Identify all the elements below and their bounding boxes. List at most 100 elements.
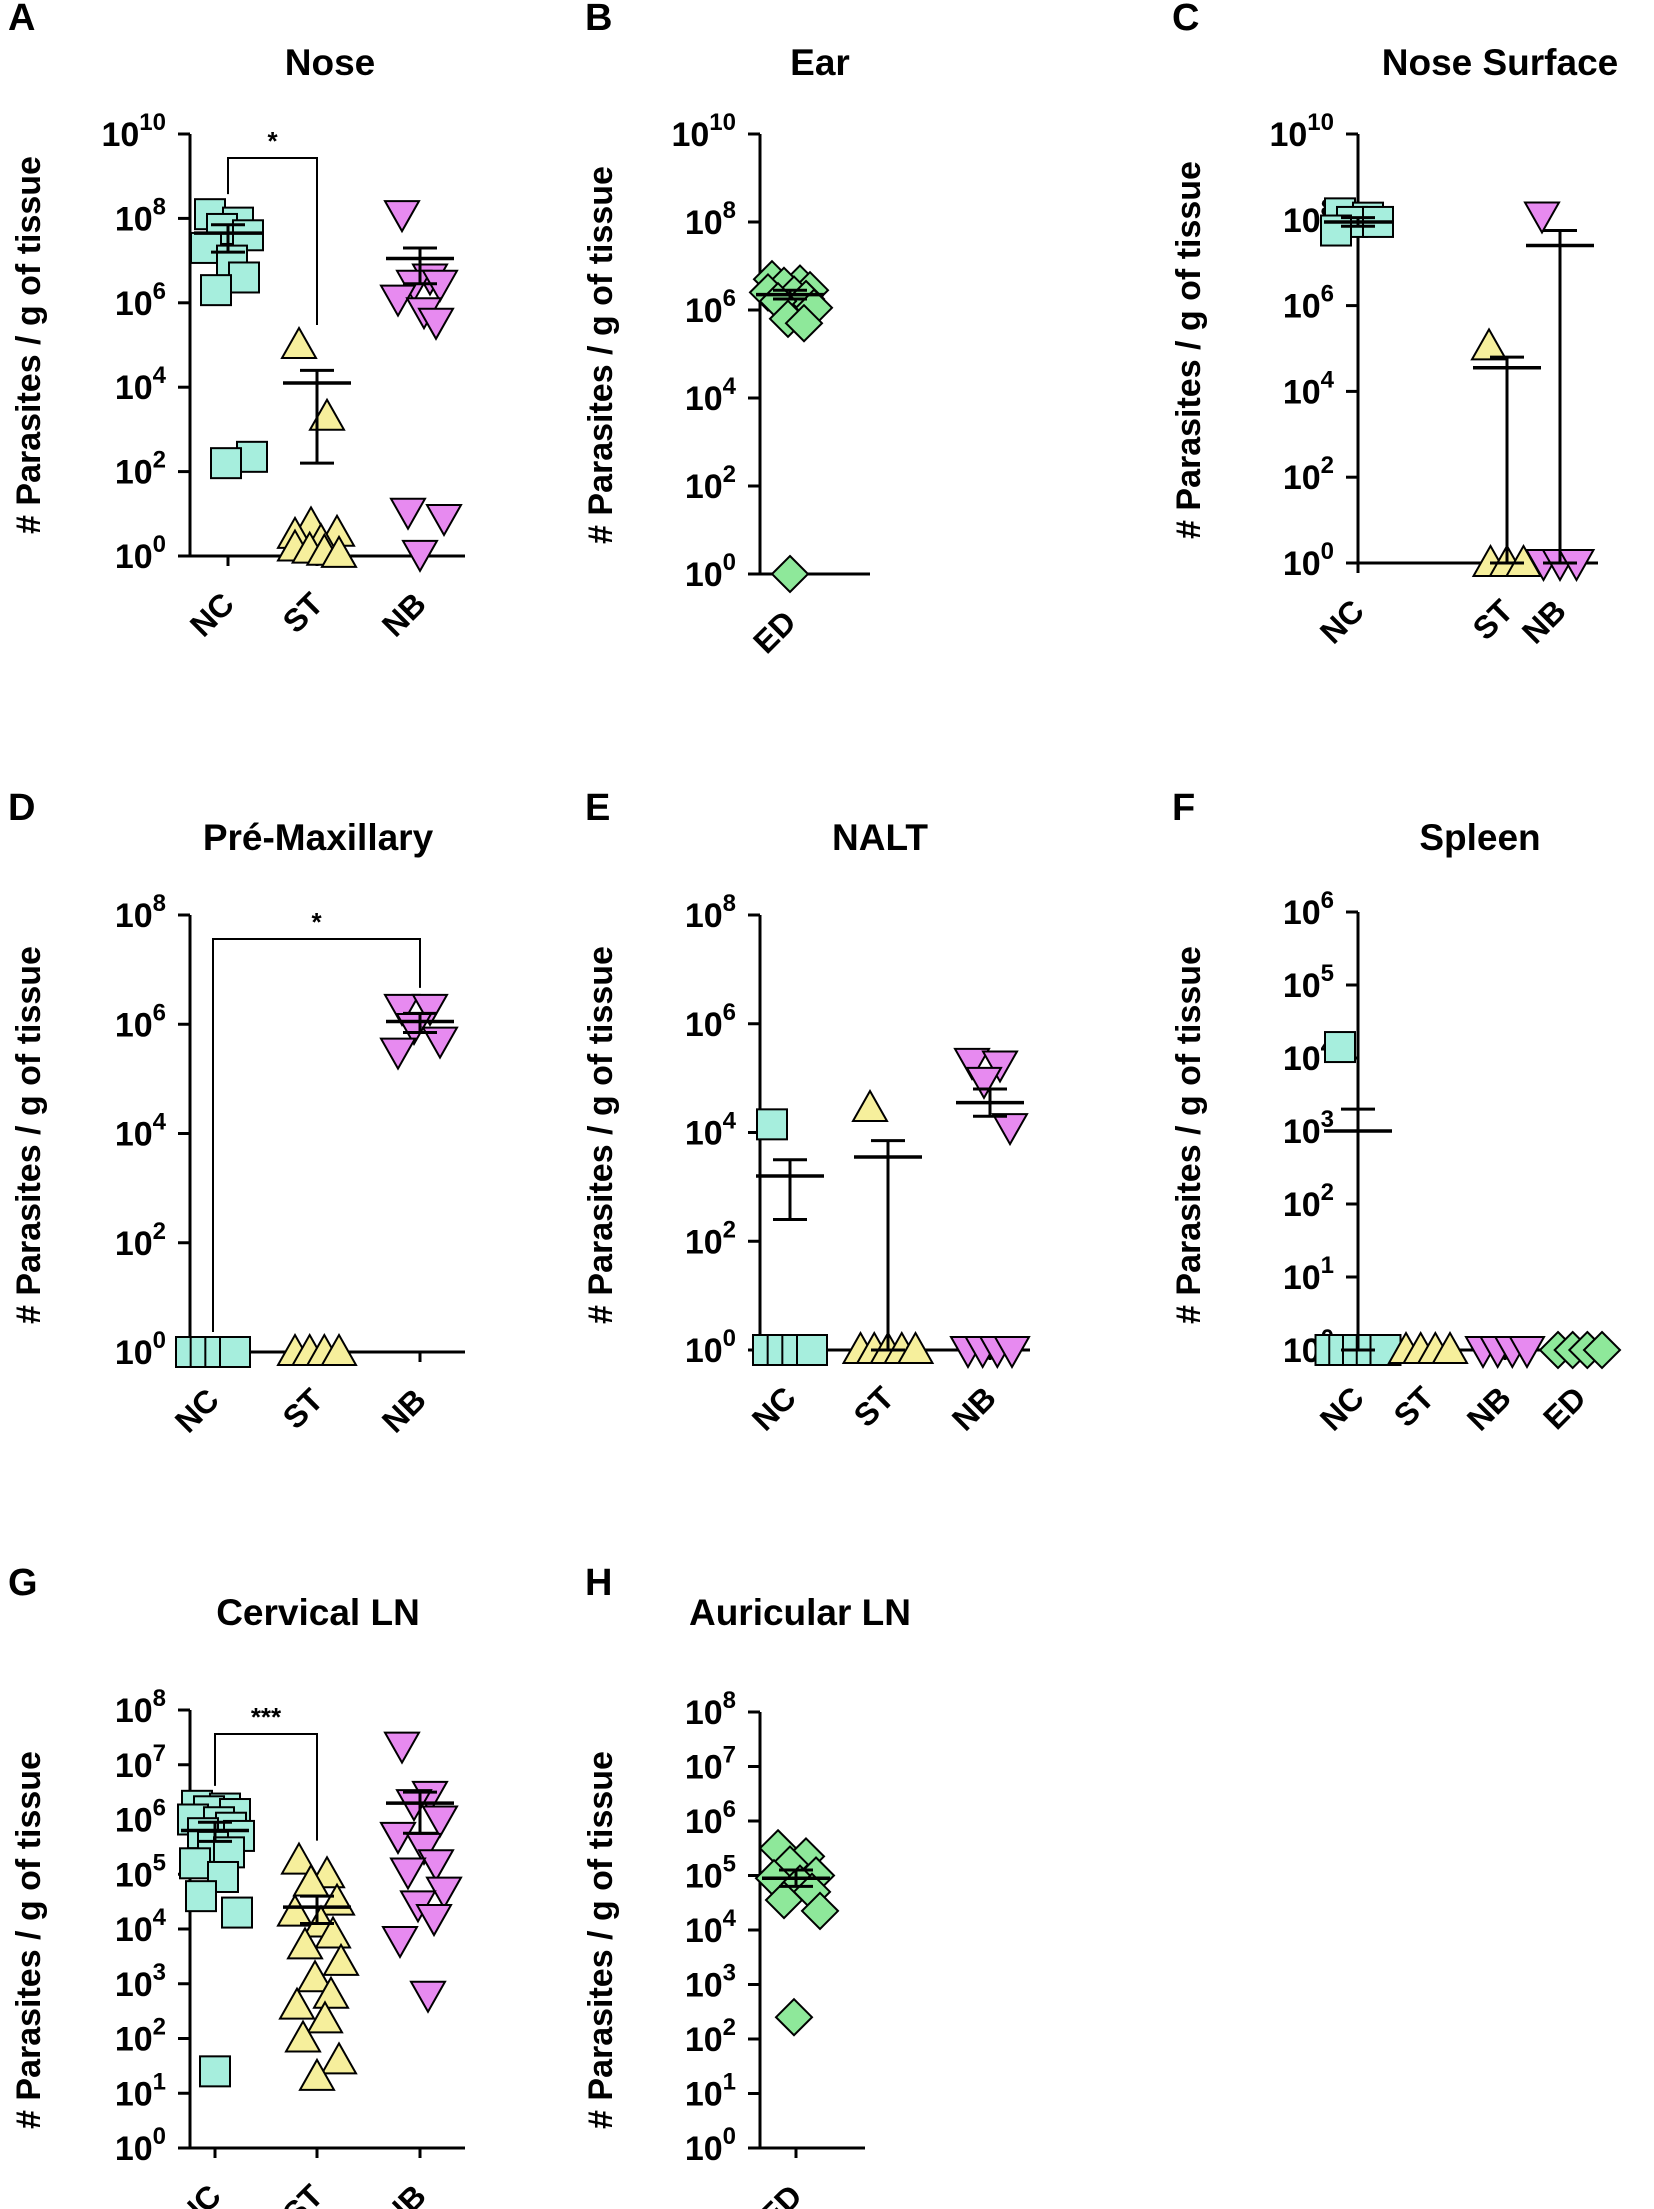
y-tick-label: 102 — [685, 461, 736, 506]
y-tick-exponent: 1 — [1321, 1252, 1334, 1279]
y-tick-exponent: 3 — [723, 1960, 736, 1987]
y-tick-exponent: 0 — [1321, 538, 1334, 565]
y-tick-label: 104 — [1283, 366, 1335, 411]
y-tick-base: 10 — [685, 556, 723, 594]
y-tick-exponent: 2 — [153, 1218, 166, 1245]
group-st — [1387, 1330, 1469, 1364]
y-tick-base: 10 — [115, 538, 153, 576]
y-tick-exponent: 6 — [723, 1796, 736, 1823]
x-category-label: ST — [1387, 1379, 1442, 1434]
y-tick-exponent: 1 — [723, 2069, 736, 2096]
x-category-label: NB — [1460, 1379, 1518, 1437]
data-point — [991, 1113, 1029, 1147]
data-point — [199, 2055, 231, 2088]
significance-bracket — [227, 157, 318, 325]
group-nc — [175, 1336, 251, 1368]
y-tick-label: 106 — [1283, 281, 1334, 326]
data-point — [796, 1334, 828, 1366]
data-point — [284, 2019, 322, 2053]
y-tick-base: 10 — [115, 1911, 153, 1949]
group-nc — [1320, 197, 1394, 247]
y-tick-exponent: 8 — [153, 193, 166, 220]
y-tick-label: 100 — [115, 1327, 166, 1372]
data-point — [286, 1926, 324, 1960]
y-tick-base: 10 — [685, 1115, 723, 1153]
data-point — [1470, 327, 1508, 361]
y-tick-label: 1010 — [1269, 109, 1334, 154]
y-tick-base: 10 — [1269, 116, 1307, 154]
y-tick-base: 10 — [115, 1802, 153, 1840]
y-tick-label: 1010 — [101, 109, 166, 154]
y-tick-base: 10 — [1283, 1259, 1321, 1297]
x-category-label: NB — [375, 1381, 433, 1439]
data-point — [312, 1975, 350, 2009]
y-tick-exponent: 2 — [1321, 452, 1334, 479]
group-st — [276, 1841, 360, 2091]
data-point — [379, 1821, 417, 1855]
y-tick-label: 103 — [115, 1959, 166, 2004]
y-tick-base: 10 — [685, 1223, 723, 1261]
y-tick-exponent: 2 — [723, 461, 736, 488]
y-tick-label: 101 — [115, 2068, 166, 2113]
data-point — [395, 1789, 433, 1823]
data-point — [417, 307, 455, 341]
y-tick-exponent: 8 — [723, 197, 736, 224]
y-tick-base: 10 — [685, 1006, 723, 1044]
significance-label: * — [311, 907, 322, 937]
y-tick-label: 104 — [115, 1904, 167, 1949]
data-point — [415, 1904, 453, 1938]
data-point — [421, 269, 459, 303]
y-tick-label: 102 — [1283, 452, 1334, 497]
data-point — [185, 1880, 217, 1913]
y-tick-base: 10 — [1283, 1332, 1321, 1370]
x-category-label: ST — [276, 585, 331, 640]
y-tick-base: 10 — [1283, 202, 1321, 240]
y-tick-base: 10 — [115, 1692, 153, 1730]
y-tick-label: 106 — [1283, 887, 1334, 932]
y-tick-exponent: 2 — [1321, 1179, 1334, 1206]
group-st — [276, 1332, 358, 1366]
data-point — [389, 497, 427, 531]
y-tick-label: 105 — [115, 1849, 166, 1894]
data-point — [179, 1847, 211, 1880]
y-tick-base: 10 — [1283, 373, 1321, 411]
data-point — [965, 1066, 1003, 1100]
y-tick-label: 108 — [115, 193, 166, 238]
y-tick-label: 104 — [685, 1108, 737, 1153]
data-point — [228, 261, 260, 294]
data-point — [379, 1037, 417, 1071]
x-category-label: ED — [746, 603, 803, 660]
data-point — [379, 284, 417, 318]
y-tick-base: 10 — [685, 380, 723, 418]
group-ed — [1538, 1330, 1622, 1370]
panel-title: Nose Surface — [1382, 42, 1619, 83]
data-point — [306, 2000, 344, 2034]
y-tick-exponent: 2 — [153, 2014, 166, 2041]
data-point — [409, 1980, 447, 2014]
data-point — [800, 1891, 840, 1931]
panel-title: NALT — [832, 817, 928, 858]
y-tick-label: 102 — [115, 2014, 166, 2059]
y-tick-label: 100 — [115, 2123, 166, 2168]
data-point — [276, 1893, 314, 1927]
x-category-label: ED — [752, 2177, 809, 2209]
group-nc — [190, 198, 268, 480]
group-st — [276, 325, 358, 568]
data-point — [280, 1841, 318, 1875]
data-point — [770, 554, 810, 594]
y-tick-base: 10 — [115, 1856, 153, 1894]
significance-label: *** — [251, 1702, 282, 1732]
data-point — [278, 1986, 316, 2020]
y-tick-label: 106 — [115, 1795, 166, 1840]
y-tick-exponent: 7 — [153, 1740, 166, 1767]
y-tick-exponent: 4 — [723, 1108, 737, 1135]
y-tick-base: 10 — [685, 1858, 723, 1896]
x-category-label: NB — [1515, 592, 1573, 650]
y-tick-exponent: 2 — [723, 2014, 736, 2041]
data-point — [322, 1942, 360, 1976]
x-category-label: NB — [375, 585, 433, 643]
x-category-label: NC — [168, 1381, 226, 1439]
group-nc — [752, 1108, 828, 1366]
